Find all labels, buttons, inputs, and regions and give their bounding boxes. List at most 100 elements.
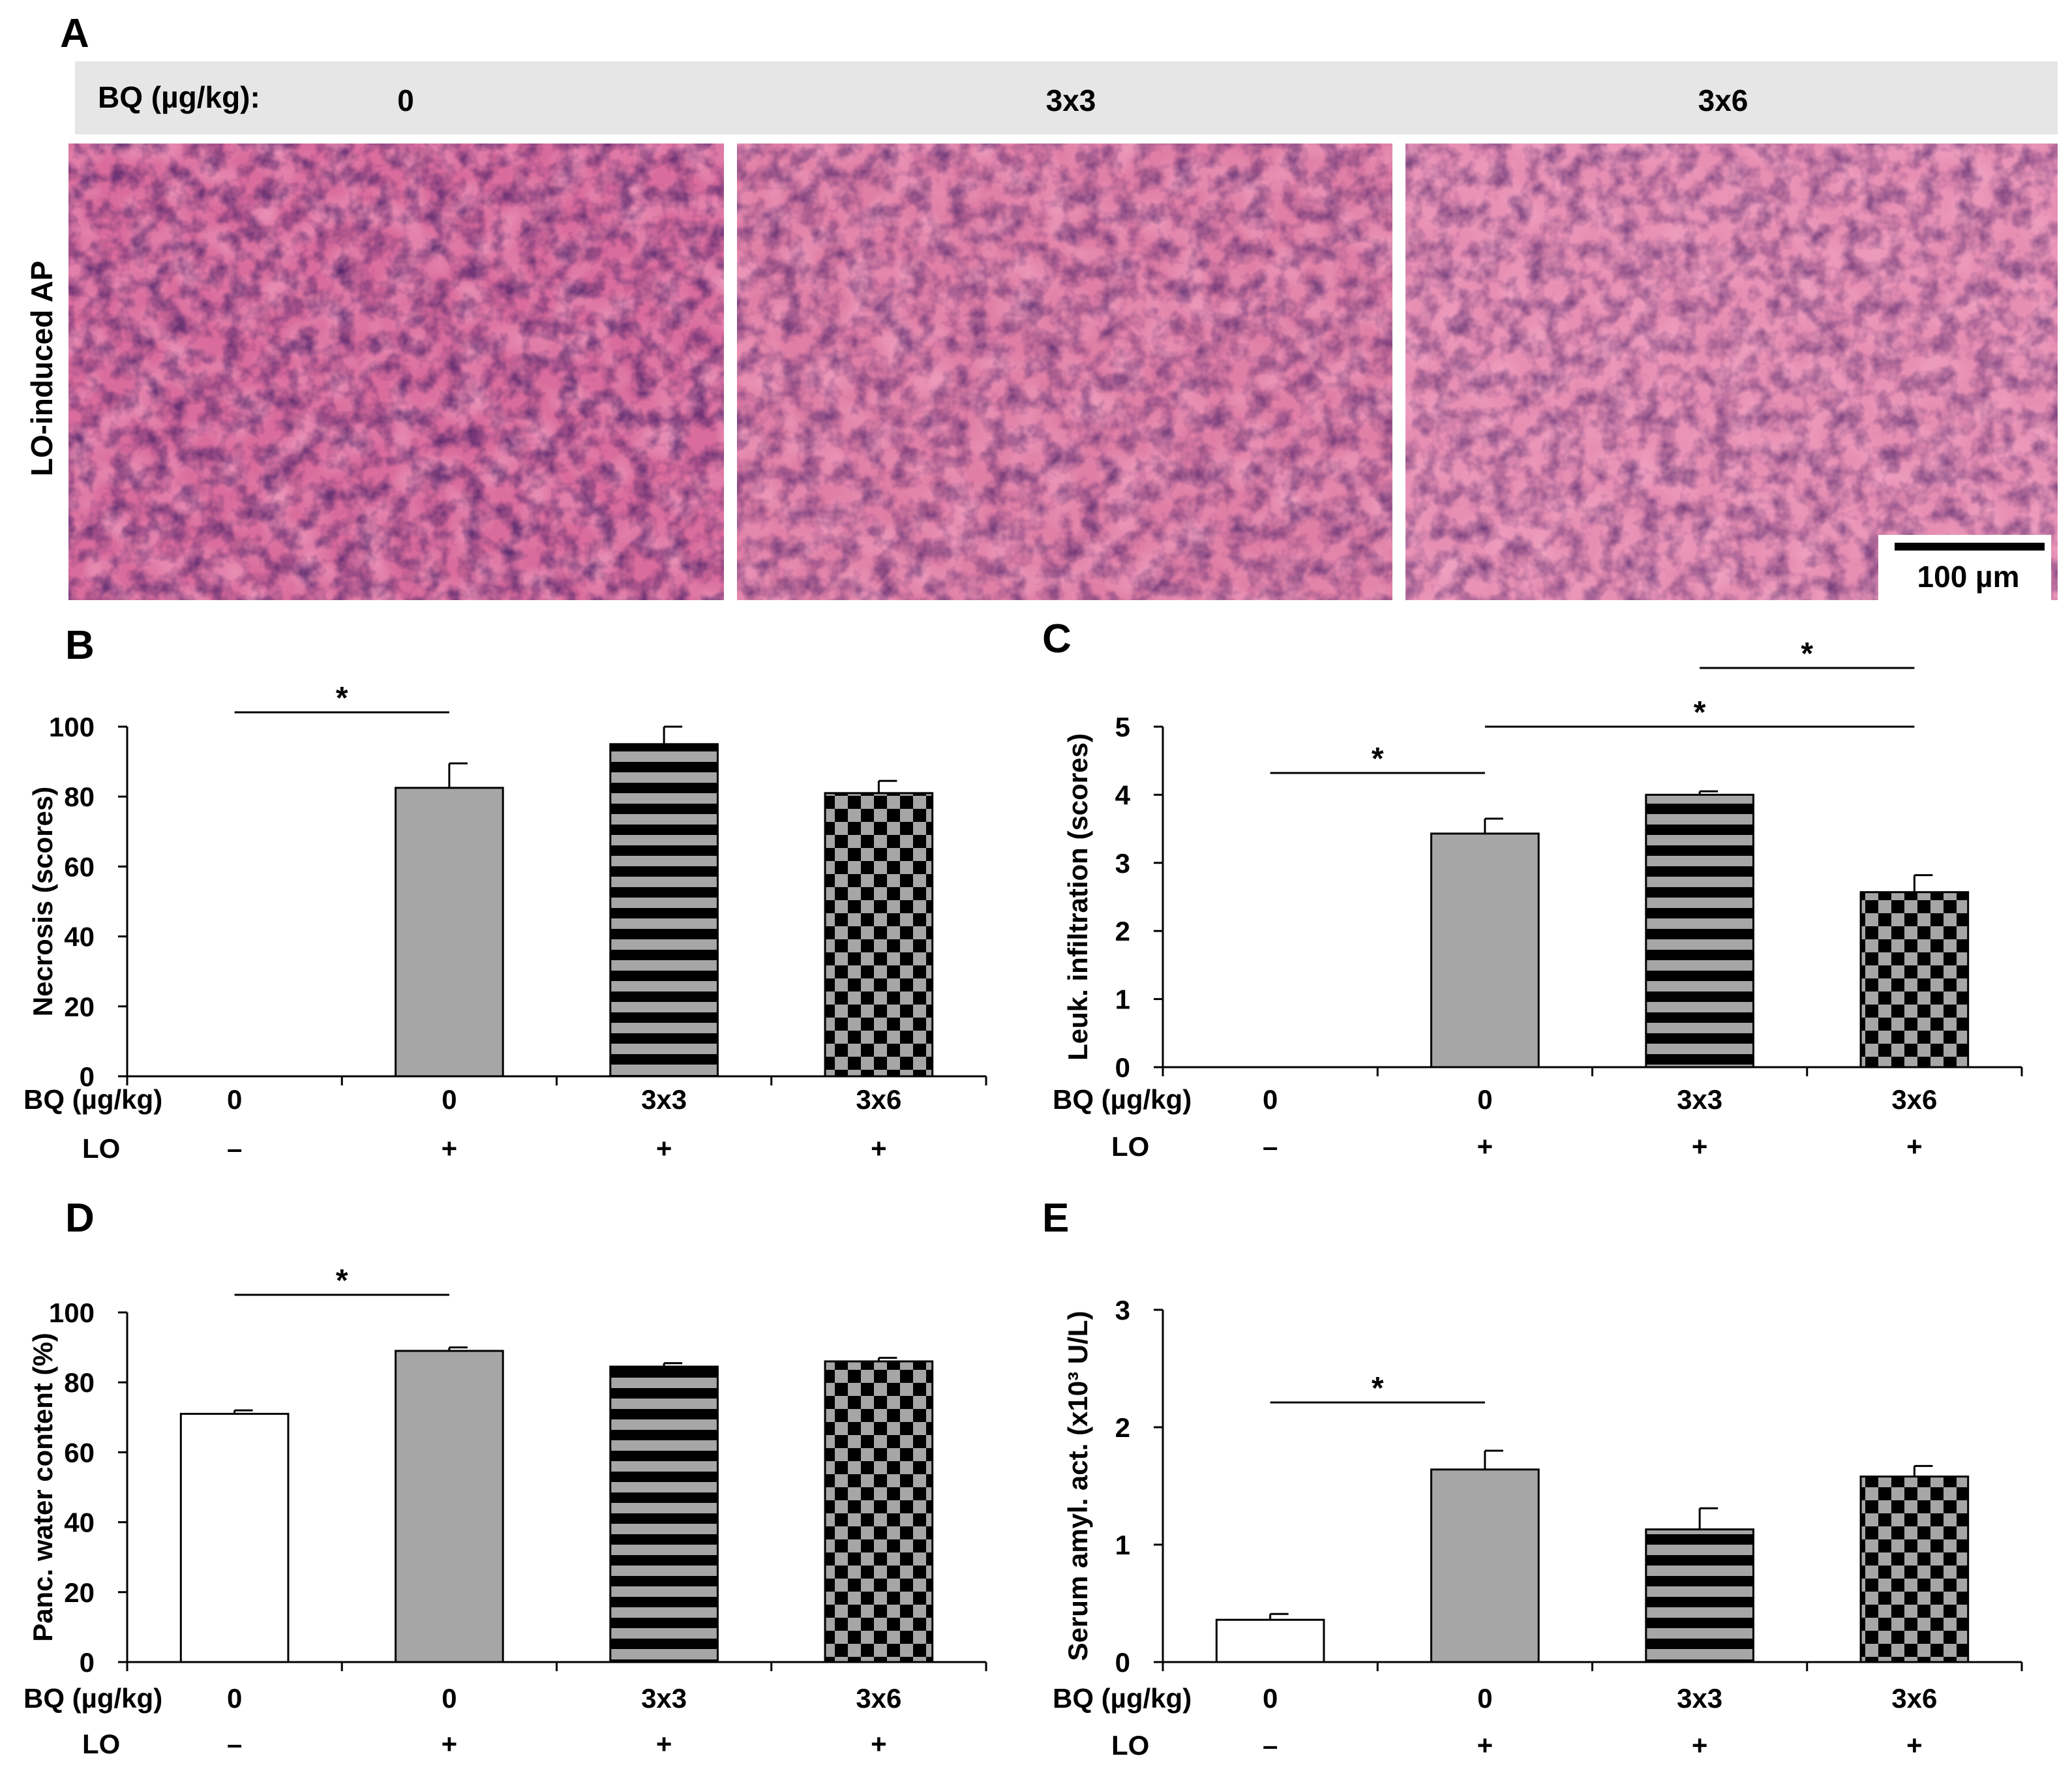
lo-label: + — [442, 1729, 458, 1759]
lo-label: – — [227, 1133, 242, 1164]
lo-label: – — [227, 1729, 242, 1759]
panel-letter-b: B — [65, 623, 95, 668]
significance-star: * — [1372, 742, 1384, 776]
y-tick-label: 40 — [64, 1507, 95, 1538]
lo-label: + — [1477, 1730, 1494, 1761]
lo-label: + — [1692, 1131, 1708, 1162]
bar — [395, 1350, 504, 1663]
lo-label: – — [1263, 1131, 1278, 1162]
bar — [179, 1412, 290, 1663]
lo-label: – — [1263, 1730, 1278, 1761]
lo-label: + — [656, 1729, 672, 1759]
x-category-label: 3x3 — [1677, 1084, 1722, 1115]
lo-label: + — [1906, 1730, 1923, 1761]
y-tick-label: 4 — [1115, 780, 1131, 810]
chart-serum-amylase: 0 1 2 3 Serum amyl. act. (x10³ U/L) 0 – 0 +3x3 +3… — [1053, 1295, 2023, 1761]
panel-letter-d: D — [65, 1196, 95, 1241]
histology-header-bar — [75, 61, 2058, 134]
chart-leukocyte-infiltration: 0 1 2 3 4 5 Leuk. infiltration (scores) 0 – 0 +3x3… — [1053, 637, 2023, 1162]
bq-row-label: BQ (µg/kg) — [23, 1084, 162, 1115]
significance-star: * — [1801, 637, 1813, 671]
lo-label: + — [871, 1133, 887, 1164]
lo-label: + — [871, 1729, 887, 1759]
scale-bar-label: 100 µm — [1917, 560, 2020, 594]
histology-image-0 — [68, 144, 724, 600]
histology-image-3x6 — [1405, 144, 2058, 600]
y-tick-label: 0 — [1115, 1647, 1130, 1678]
y-tick-label: 5 — [1115, 712, 1130, 742]
x-category-label: 3x6 — [856, 1683, 901, 1714]
histology-row-label: LO-induced AP — [25, 261, 59, 477]
y-axis-label: Panc. water content (%) — [27, 1333, 58, 1642]
y-tick-label: 1 — [1115, 1530, 1130, 1560]
lo-label: + — [1692, 1730, 1708, 1761]
bar — [1645, 1528, 1754, 1663]
x-category-label: 0 — [1477, 1683, 1492, 1714]
bar — [1859, 891, 1970, 1068]
x-category-label: 0 — [442, 1084, 457, 1115]
lo-row-label: LO — [1111, 1131, 1149, 1162]
bar — [395, 787, 504, 1078]
bar — [609, 743, 719, 1078]
y-tick-label: 0 — [80, 1061, 95, 1092]
y-tick-label: 0 — [1115, 1052, 1130, 1083]
x-category-label: 3x6 — [1891, 1683, 1937, 1714]
y-tick-label: 80 — [64, 1367, 95, 1398]
bq-row-label: BQ (µg/kg) — [1053, 1084, 1192, 1115]
lo-label: + — [442, 1133, 458, 1164]
lo-row-label: LO — [82, 1729, 120, 1759]
y-tick-label: 0 — [80, 1647, 95, 1678]
y-tick-label: 3 — [1115, 1295, 1130, 1325]
bar — [824, 1360, 934, 1663]
lo-row-label: LO — [1111, 1730, 1149, 1761]
y-tick-label: 60 — [64, 1437, 95, 1468]
lo-label: + — [1477, 1131, 1494, 1162]
histology-dose-3x3: 3x3 — [1046, 83, 1096, 117]
y-tick-label: 3 — [1115, 848, 1130, 879]
x-category-label: 3x3 — [1677, 1683, 1722, 1714]
y-tick-label: 20 — [64, 991, 95, 1022]
panel-letter-a: A — [60, 11, 89, 56]
y-tick-label: 100 — [49, 1297, 95, 1328]
histology-image-3x3 — [737, 144, 1392, 600]
x-category-label: 3x3 — [641, 1084, 687, 1115]
bar — [1859, 1476, 1970, 1663]
y-tick-label: 20 — [64, 1577, 95, 1608]
panel-letter-c: C — [1042, 616, 1072, 661]
bar — [1645, 793, 1754, 1068]
y-axis-label: Leuk. infiltration (scores) — [1062, 733, 1093, 1061]
histology-dose-0: 0 — [397, 83, 414, 117]
lo-row-label: LO — [82, 1133, 120, 1164]
y-axis-label: Serum amyl. act. (x10³ U/L) — [1062, 1311, 1093, 1661]
x-category-label: 3x6 — [1891, 1084, 1937, 1115]
significance-star: * — [336, 681, 348, 716]
bar — [609, 1365, 719, 1663]
y-axis-label: Necrosis (scores) — [27, 787, 58, 1017]
bar — [1430, 1468, 1540, 1663]
x-category-label: 0 — [227, 1084, 242, 1115]
lo-label: + — [656, 1133, 672, 1164]
bar — [1215, 1618, 1325, 1663]
lo-label: + — [1906, 1131, 1923, 1162]
y-tick-label: 60 — [64, 851, 95, 882]
x-category-label: 3x6 — [856, 1084, 901, 1115]
y-tick-label: 1 — [1115, 984, 1130, 1015]
chart-necrosis: 0 20 40 60 80 100 Necrosis (scores) 0 – 0 +3x3 +3x6… — [23, 681, 987, 1164]
y-tick-label: 40 — [64, 922, 95, 952]
x-category-label: 0 — [1263, 1683, 1278, 1714]
histology-header-label: BQ (µg/kg): — [98, 80, 260, 114]
x-category-label: 0 — [1477, 1084, 1492, 1115]
y-tick-label: 2 — [1115, 916, 1130, 946]
y-tick-label: 100 — [49, 712, 95, 742]
x-category-label: 0 — [1263, 1084, 1278, 1115]
bar — [1430, 832, 1540, 1068]
significance-star: * — [336, 1264, 348, 1298]
x-category-label: 3x3 — [641, 1683, 687, 1714]
x-category-label: 0 — [227, 1683, 242, 1714]
histology-dose-3x6: 3x6 — [1698, 83, 1749, 117]
x-category-label: 0 — [442, 1683, 457, 1714]
bq-row-label: BQ (µg/kg) — [23, 1683, 162, 1714]
chart-water-content: 0 20 40 60 80 100 Panc. water content (%) 0 – 0 +3… — [23, 1264, 987, 1759]
panel-letter-e: E — [1042, 1196, 1069, 1241]
